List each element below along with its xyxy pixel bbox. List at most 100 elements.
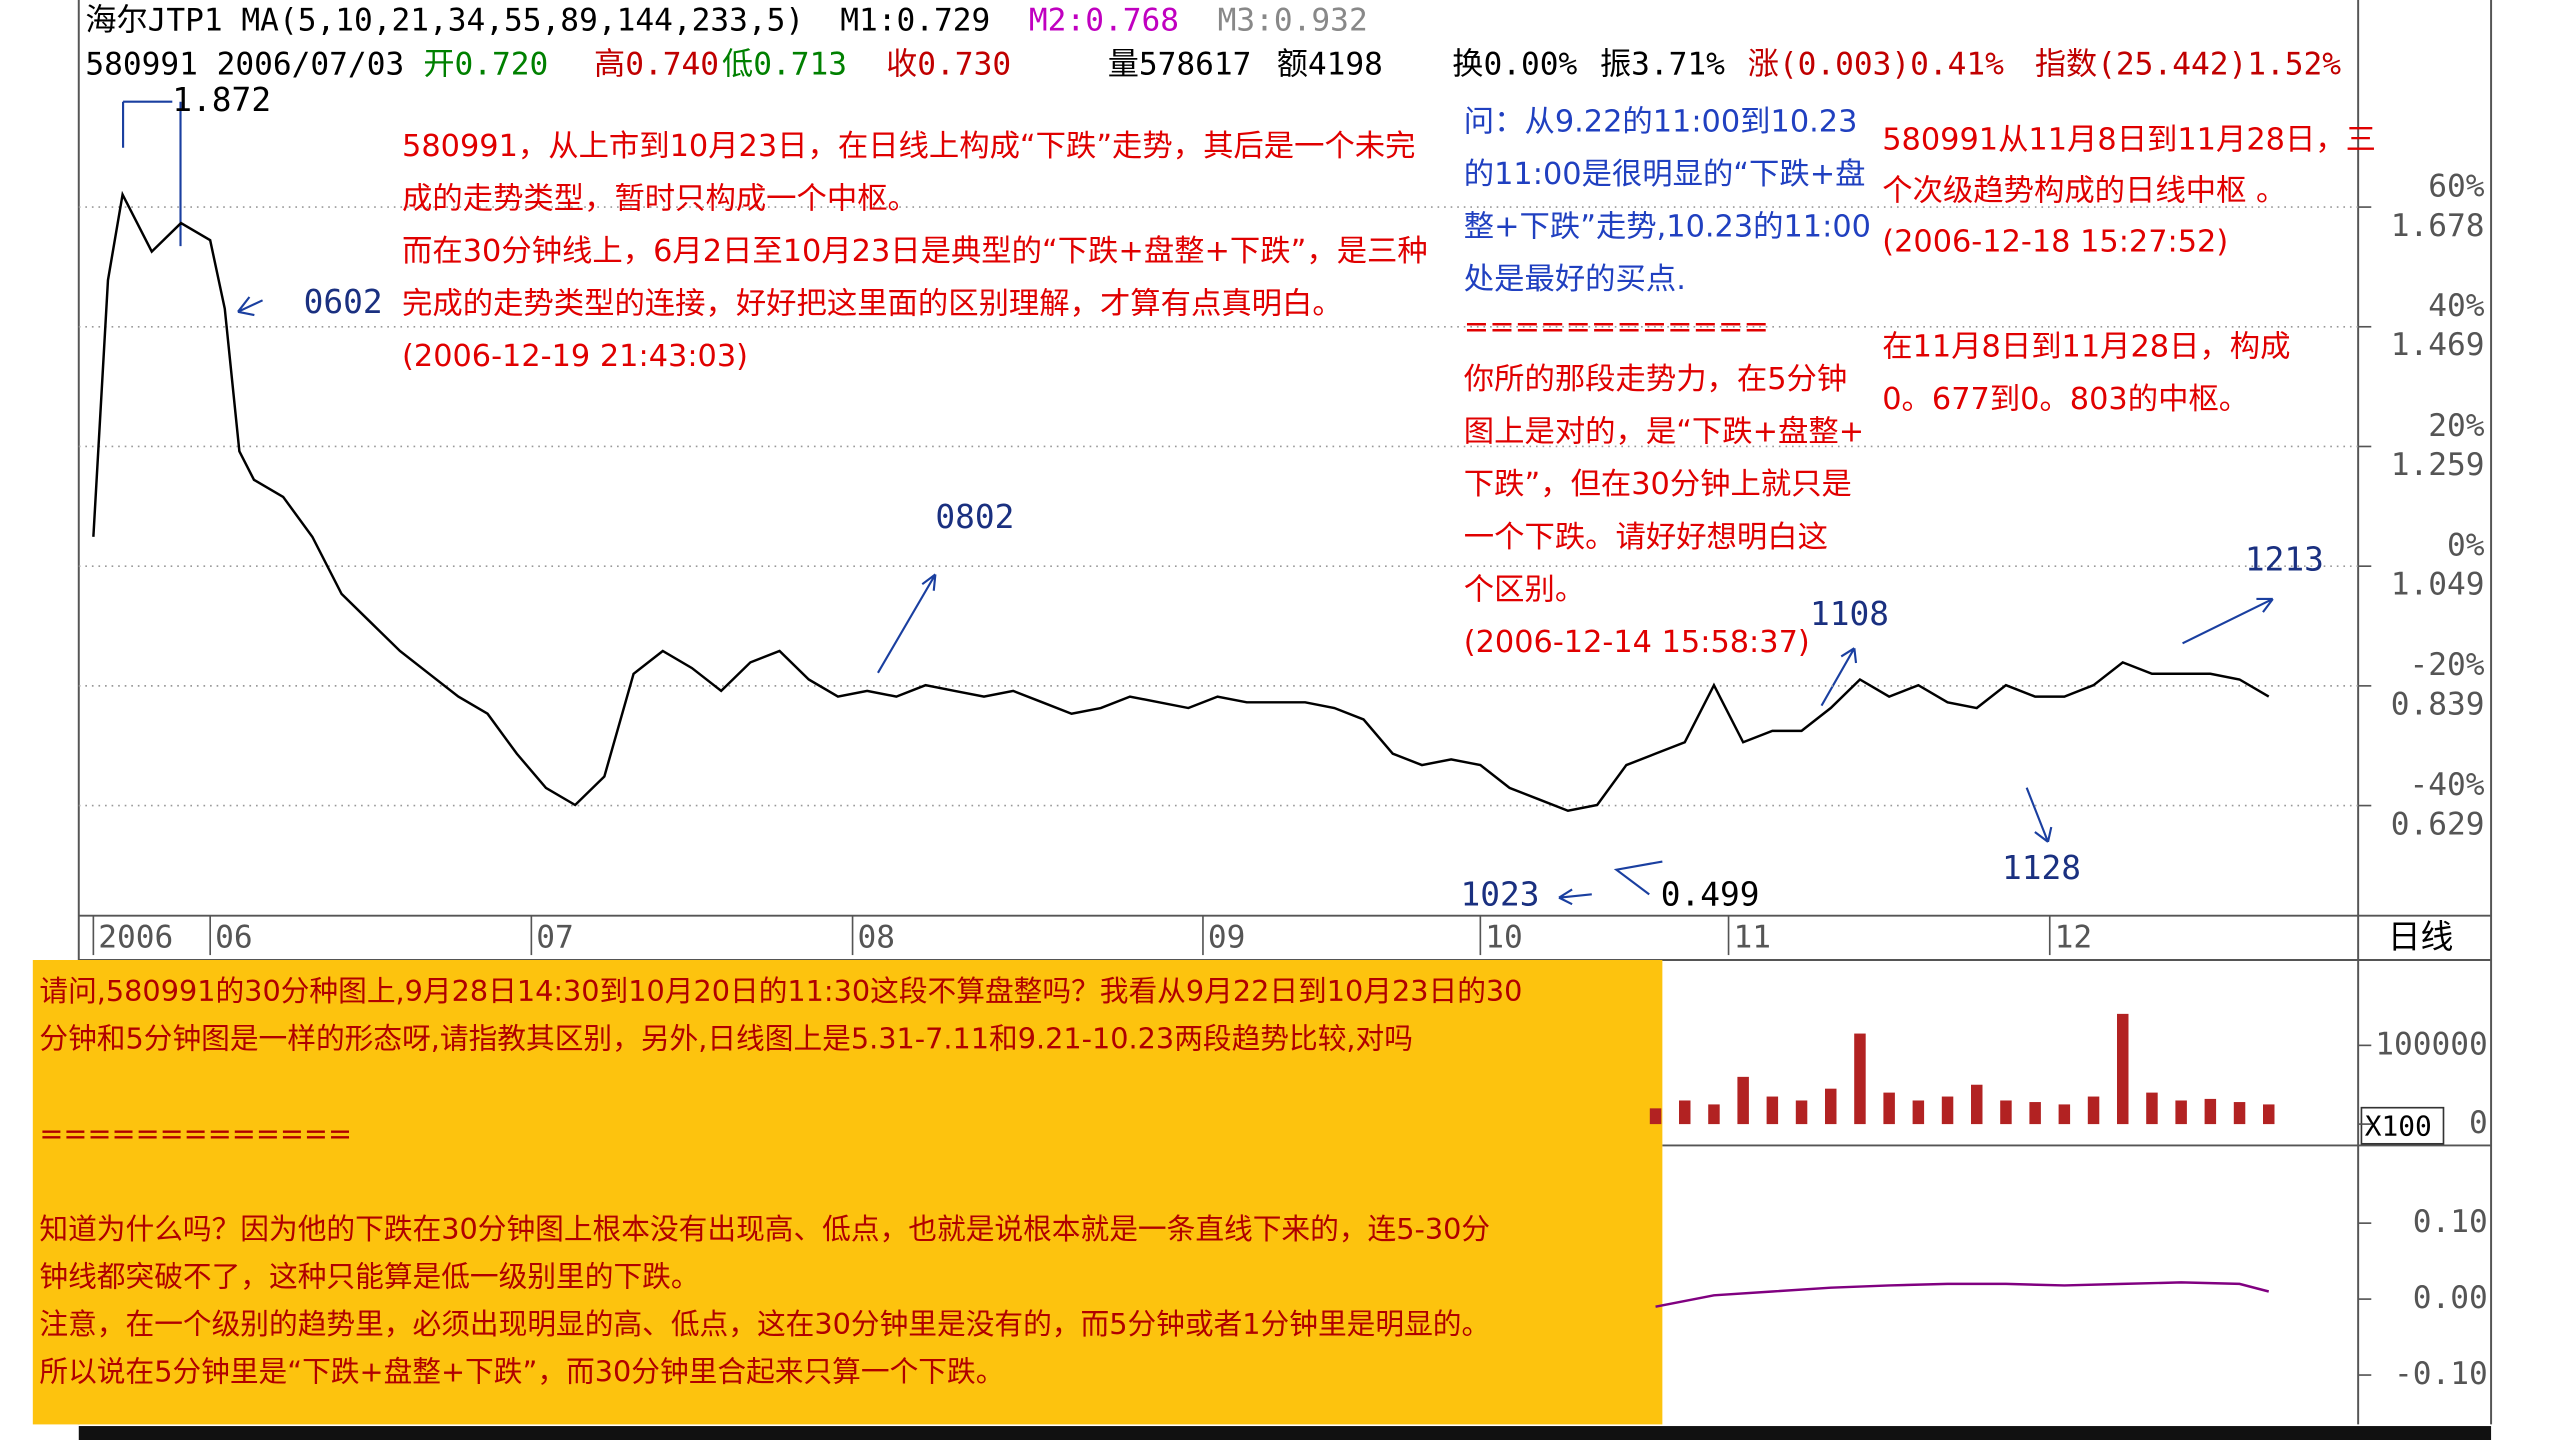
y-tick-label: 1.049 [2391,567,2485,603]
note-line: 所以说在5分钟里是“下跌+盘整+下跌”，而30分钟里合起来只算一个下跌。 [39,1355,1004,1389]
x-tick-label: 07 [536,920,574,956]
header-item: 收0.730 [886,47,1011,83]
volume-bar [2175,1100,2187,1125]
header-item: 低0.713 [722,47,847,83]
header-item: 振3.71% [1600,47,1725,83]
note-line: 你所的那段走势力，在5分钟 [1464,362,1847,397]
header-item: 指数(25.442)1.52% [2035,47,2341,83]
volume-bar [1825,1088,1837,1125]
volume-bar [2263,1104,2275,1125]
price-annotation: 1023 [1461,876,1540,914]
volume-bar [2204,1098,2217,1125]
y-tick-label: 0.00 [2413,1280,2488,1316]
volume-bar [2146,1092,2158,1125]
price-annotation: 1108 [1810,595,1889,633]
y-tick-label: 1.678 [2391,208,2485,244]
note-line: 个次级趋势构成的日线中枢 。 [1882,174,2286,209]
period-label: 日线 [2388,918,2454,956]
note-line: 处是最好的买点. [1464,262,1686,297]
note-line: 的11:00是很明显的“下跌+盘 [1464,157,1866,192]
y2-tick-label: 40% [2428,288,2485,324]
y2-tick-label: -40% [2409,767,2484,803]
header-item: M1:0.729 [840,2,990,38]
x-tick-label: 09 [1208,920,1246,956]
note-box [32,960,1663,1425]
volume-bar [1737,1076,1749,1125]
volume-bar [1912,1100,1925,1125]
x-tick-label: 11 [1733,920,1771,956]
header-item: M2:0.768 [1029,2,1179,38]
volume-bar [2058,1104,2071,1125]
header-item: M3:0.932 [1218,2,1368,38]
note-line: 请问,580991的30分种图上,9月28日14:30到10月20日的11:30… [39,974,1522,1008]
volume-bar [1854,1033,1866,1125]
header-item: 580991 2006/07/03 [85,47,404,83]
volume-bar [2117,1013,2129,1125]
price-annotation: 1213 [2245,541,2324,579]
y-tick-label: 1.469 [2391,327,2485,363]
x-tick-label: 12 [2055,920,2093,956]
volume-bar [1766,1096,1779,1125]
note-line: 整+下跌”走势,10.23的11:00 [1464,210,1871,245]
y2-tick-label: 20% [2428,408,2485,444]
volume-bar [2029,1102,2041,1125]
arrows [122,100,2274,906]
y-tick-label: 0.629 [2391,806,2485,842]
header-item: 量578617 [1108,47,1252,83]
note-line: 下跌”，但在30分钟上就只是 [1464,467,1852,502]
header-item: 额4198 [1277,47,1383,83]
note-line: (2006-12-14 15:58:37) [1464,625,1810,660]
note-line: 而在30分钟线上，6月2日至10月23日是典型的“下跌+盘整+下跌”，是三种 [402,234,1428,269]
note-line: 完成的走势类型的连接，好好把这里面的区别理解，才算有点真明白。 [402,287,1343,322]
volume-bar [1649,1108,1662,1125]
price-annotation: 1.872 [172,81,271,119]
volume-bar [2087,1096,2100,1125]
y-tick-label: 0 [2469,1105,2488,1141]
price-line [1655,1281,2270,1308]
y-tick-label: 0.839 [2391,686,2485,722]
header-item: 涨(0.003)0.41% [1748,47,2004,83]
header-item: 海尔JTP1 MA(5,10,21,34,55,89,144,233,5) [85,2,804,38]
frame [77,0,2493,1425]
note-line: 分钟和5分钟图是一样的形态呀,请指教其区别，另外,日线图上是5.31-7.11和… [39,1021,1413,1055]
note-line: 问：从9.22的11:00到10.23 [1464,105,1858,140]
note-line: 580991从11月8日到11月28日，三 [1882,123,2376,158]
note-line: (2006-12-18 15:27:52) [1882,224,2228,259]
header-item: 开0.720 [423,47,548,83]
note-line: ============= [39,1117,352,1151]
price-annotation: 1128 [2002,849,2081,887]
volume-bar [1883,1092,1895,1125]
note-line: 图上是对的，是“下跌+盘整+ [1464,415,1864,450]
x-tick-label: 06 [215,920,253,956]
volume-bar [1795,1100,1808,1125]
x-tick-label: 2006 [98,920,173,956]
volume-bar [2000,1100,2012,1125]
volume-unit: X100 [2365,1109,2432,1142]
note-line: 钟线都突破不了，这种只能算是低一级别里的下跌。 [39,1259,699,1293]
volume-bar [1941,1096,1954,1125]
y2-tick-label: 60% [2428,168,2485,204]
note-line: 成的走势类型，暂时只构成一个中枢。 [402,182,918,217]
note-line: 注意，在一个级别的趋势里，必须出现明显的高、低点，这在30分钟里是没有的，而5分… [39,1307,1490,1341]
y2-tick-label: -20% [2409,647,2484,683]
y-tick-label: 1.259 [2391,447,2485,483]
price-line [92,190,2270,812]
y-tick-label: -0.10 [2394,1356,2488,1392]
bottom-bar [78,1426,2492,1441]
volume-bar [1708,1104,1720,1125]
volume-bar [2233,1102,2246,1125]
y2-tick-label: 0% [2447,527,2485,563]
y-tick-label: 100000 [2375,1026,2488,1062]
header-item: 高0.740 [594,47,719,83]
note-line: ============ [1464,310,1769,345]
note-line: 个区别。 [1464,572,1585,607]
x-tick-label: 08 [857,920,895,956]
price-annotation: 0602 [304,283,383,321]
note-line: 一个下跌。请好好想明白这 [1464,520,1828,555]
note-line: 在11月8日到11月28日，构成 [1882,329,2290,364]
header-item: 换0.00% [1452,47,1577,83]
y-tick-label: 0.10 [2413,1204,2488,1240]
unit-frame [2360,1106,2445,1145]
